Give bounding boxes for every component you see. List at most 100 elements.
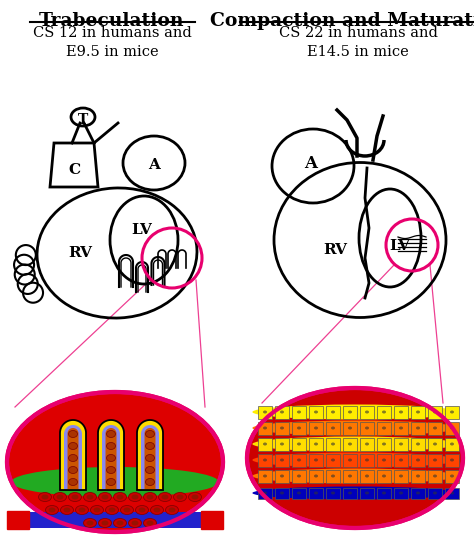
- Ellipse shape: [69, 493, 82, 501]
- Ellipse shape: [348, 474, 352, 478]
- Bar: [428, 405, 442, 418]
- Bar: [292, 422, 306, 435]
- Ellipse shape: [128, 519, 142, 527]
- Bar: [343, 422, 357, 435]
- Ellipse shape: [416, 492, 420, 494]
- Ellipse shape: [252, 487, 457, 500]
- Ellipse shape: [107, 430, 116, 437]
- Polygon shape: [60, 420, 86, 490]
- Bar: [394, 454, 408, 467]
- Text: LV: LV: [132, 223, 153, 237]
- Ellipse shape: [191, 494, 199, 500]
- Bar: [275, 487, 289, 499]
- Ellipse shape: [146, 455, 155, 461]
- Ellipse shape: [146, 520, 154, 526]
- Ellipse shape: [331, 442, 335, 446]
- Ellipse shape: [348, 427, 352, 429]
- Ellipse shape: [433, 459, 437, 461]
- Ellipse shape: [11, 467, 219, 497]
- Text: RV: RV: [68, 246, 92, 260]
- Ellipse shape: [348, 442, 352, 446]
- Ellipse shape: [176, 494, 183, 500]
- Bar: [309, 405, 323, 418]
- Ellipse shape: [382, 492, 386, 494]
- Ellipse shape: [263, 442, 267, 446]
- Ellipse shape: [162, 494, 168, 500]
- Polygon shape: [145, 428, 155, 489]
- Bar: [275, 454, 289, 467]
- Ellipse shape: [173, 493, 186, 501]
- Ellipse shape: [99, 519, 111, 527]
- Bar: [411, 469, 425, 482]
- Ellipse shape: [433, 410, 437, 414]
- Ellipse shape: [120, 506, 134, 514]
- Polygon shape: [141, 425, 159, 489]
- Polygon shape: [137, 420, 163, 490]
- Ellipse shape: [144, 493, 156, 501]
- Ellipse shape: [314, 442, 318, 446]
- Ellipse shape: [433, 492, 437, 494]
- Ellipse shape: [331, 492, 335, 494]
- Bar: [292, 487, 306, 499]
- Bar: [292, 469, 306, 482]
- Ellipse shape: [252, 404, 457, 420]
- Ellipse shape: [314, 427, 318, 429]
- Ellipse shape: [314, 459, 318, 461]
- Bar: [360, 487, 374, 499]
- Bar: [28, 512, 201, 528]
- Ellipse shape: [113, 519, 127, 527]
- Ellipse shape: [138, 507, 146, 513]
- Bar: [275, 437, 289, 450]
- Ellipse shape: [168, 507, 175, 513]
- Bar: [428, 454, 442, 467]
- Bar: [377, 405, 391, 418]
- Ellipse shape: [263, 410, 267, 414]
- Bar: [343, 454, 357, 467]
- Ellipse shape: [297, 442, 301, 446]
- Ellipse shape: [64, 507, 71, 513]
- Ellipse shape: [382, 410, 386, 414]
- Bar: [343, 437, 357, 450]
- Bar: [275, 469, 289, 482]
- Bar: [394, 437, 408, 450]
- Ellipse shape: [416, 474, 420, 478]
- Ellipse shape: [348, 492, 352, 494]
- Polygon shape: [106, 428, 117, 489]
- Bar: [275, 422, 289, 435]
- Ellipse shape: [109, 507, 116, 513]
- Ellipse shape: [117, 520, 124, 526]
- Ellipse shape: [107, 479, 116, 486]
- Ellipse shape: [247, 388, 463, 528]
- Bar: [258, 422, 272, 435]
- Bar: [445, 469, 459, 482]
- Ellipse shape: [69, 430, 78, 437]
- Ellipse shape: [56, 494, 64, 500]
- Bar: [258, 469, 272, 482]
- Ellipse shape: [263, 459, 267, 461]
- Ellipse shape: [93, 507, 100, 513]
- Ellipse shape: [189, 493, 201, 501]
- Ellipse shape: [79, 507, 85, 513]
- Ellipse shape: [450, 427, 454, 429]
- Text: RV: RV: [323, 243, 347, 257]
- Ellipse shape: [280, 492, 284, 494]
- Ellipse shape: [280, 427, 284, 429]
- Ellipse shape: [165, 506, 179, 514]
- Ellipse shape: [48, 507, 55, 513]
- Bar: [411, 422, 425, 435]
- Bar: [326, 422, 340, 435]
- Bar: [343, 487, 357, 499]
- Ellipse shape: [365, 474, 369, 478]
- Ellipse shape: [399, 459, 403, 461]
- Bar: [326, 405, 340, 418]
- Bar: [394, 487, 408, 499]
- Ellipse shape: [113, 493, 127, 501]
- Ellipse shape: [433, 442, 437, 446]
- Bar: [377, 422, 391, 435]
- Ellipse shape: [263, 492, 267, 494]
- Ellipse shape: [416, 459, 420, 461]
- Ellipse shape: [252, 421, 457, 436]
- Ellipse shape: [399, 474, 403, 478]
- Ellipse shape: [314, 474, 318, 478]
- Bar: [394, 469, 408, 482]
